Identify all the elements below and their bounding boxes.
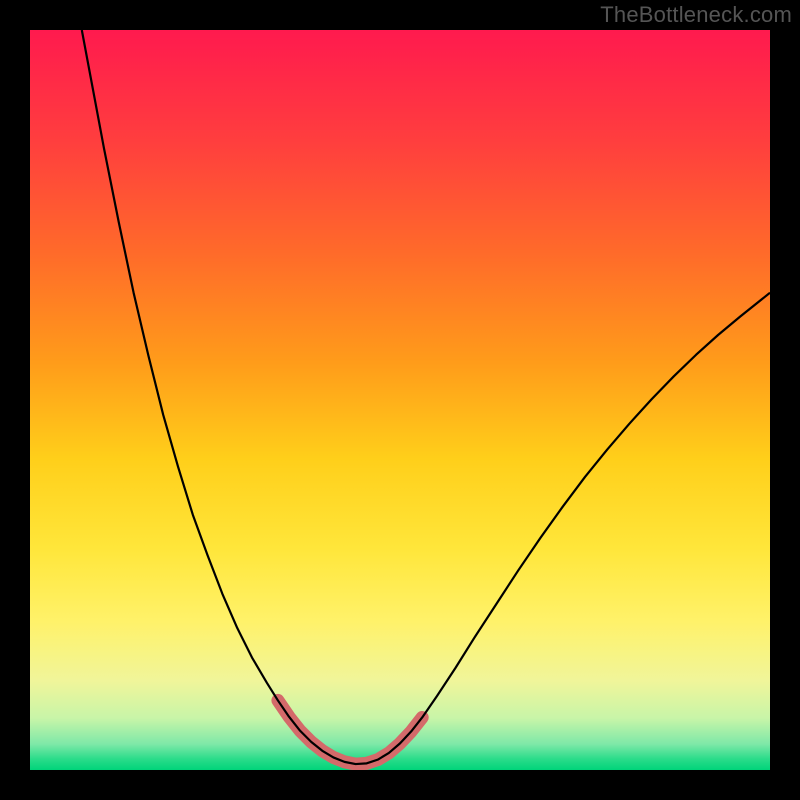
watermark-text: TheBottleneck.com xyxy=(600,2,792,28)
stage: TheBottleneck.com xyxy=(0,0,800,800)
bottleneck-curve-chart xyxy=(30,30,770,770)
plot-background xyxy=(30,30,770,770)
plot-frame xyxy=(30,30,770,770)
